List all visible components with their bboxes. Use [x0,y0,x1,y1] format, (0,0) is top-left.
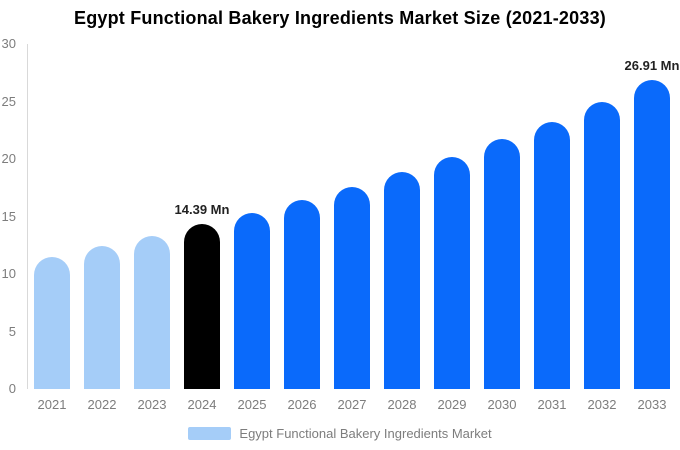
bar-2028 [384,171,420,389]
plot-area: 14.39 Mn 26.91 Mn [27,44,679,389]
legend: Egypt Functional Bakery Ingredients Mark… [0,426,680,441]
legend-label: Egypt Functional Bakery Ingredients Mark… [239,426,492,441]
bar-2029 [434,156,470,389]
x-axis-tick-label: 2026 [287,397,317,412]
bar-2032 [584,101,620,389]
bar-2030 [484,139,520,389]
y-axis-tick-label: 0 [8,381,16,396]
data-label-2024: 14.39 Mn [174,201,230,217]
y-axis-tick-label: 15 [1,208,16,224]
y-axis-tick-label: 5 [8,323,16,339]
x-axis-tick-label: 2032 [587,397,617,412]
y-axis-tick-label: 20 [1,151,16,166]
bar-2031 [534,122,570,389]
bar-2026 [284,200,320,389]
x-axis-tick-label: 2024 [187,397,217,412]
y-axis-tick-label: 30 [1,36,16,51]
x-axis-tick-label: 2030 [487,397,517,412]
chart-title: Egypt Functional Bakery Ingredients Mark… [74,8,606,28]
bar-2022 [84,246,120,389]
x-axis-tick-label: 2031 [537,397,567,412]
x-axis-labels: 2021 2022 2023 2024 2025 2026 2027 2028 2029 2030… [28,397,674,413]
x-axis-tick-label: 2021 [37,397,67,412]
bar-2024 [184,223,220,389]
y-axis-tick-label: 10 [1,266,16,281]
x-axis-tick-label: 2028 [387,397,417,412]
data-label-2033: 26.91 Mn [624,57,680,73]
bar-2033 [634,79,670,389]
x-axis-tick-label: 2027 [337,397,367,412]
x-axis-tick-label: 2023 [137,397,167,412]
bar-2025 [234,213,270,389]
bar-2023 [134,236,170,389]
y-axis-tick-label: 25 [1,93,16,109]
legend-swatch [188,427,232,440]
x-axis-tick-label: 2033 [637,397,667,412]
x-axis-tick-label: 2029 [437,397,467,412]
bar-2027 [334,186,370,389]
x-axis-tick-label: 2022 [87,397,117,412]
bar-2021 [34,256,70,389]
x-axis-tick-label: 2025 [237,397,267,412]
